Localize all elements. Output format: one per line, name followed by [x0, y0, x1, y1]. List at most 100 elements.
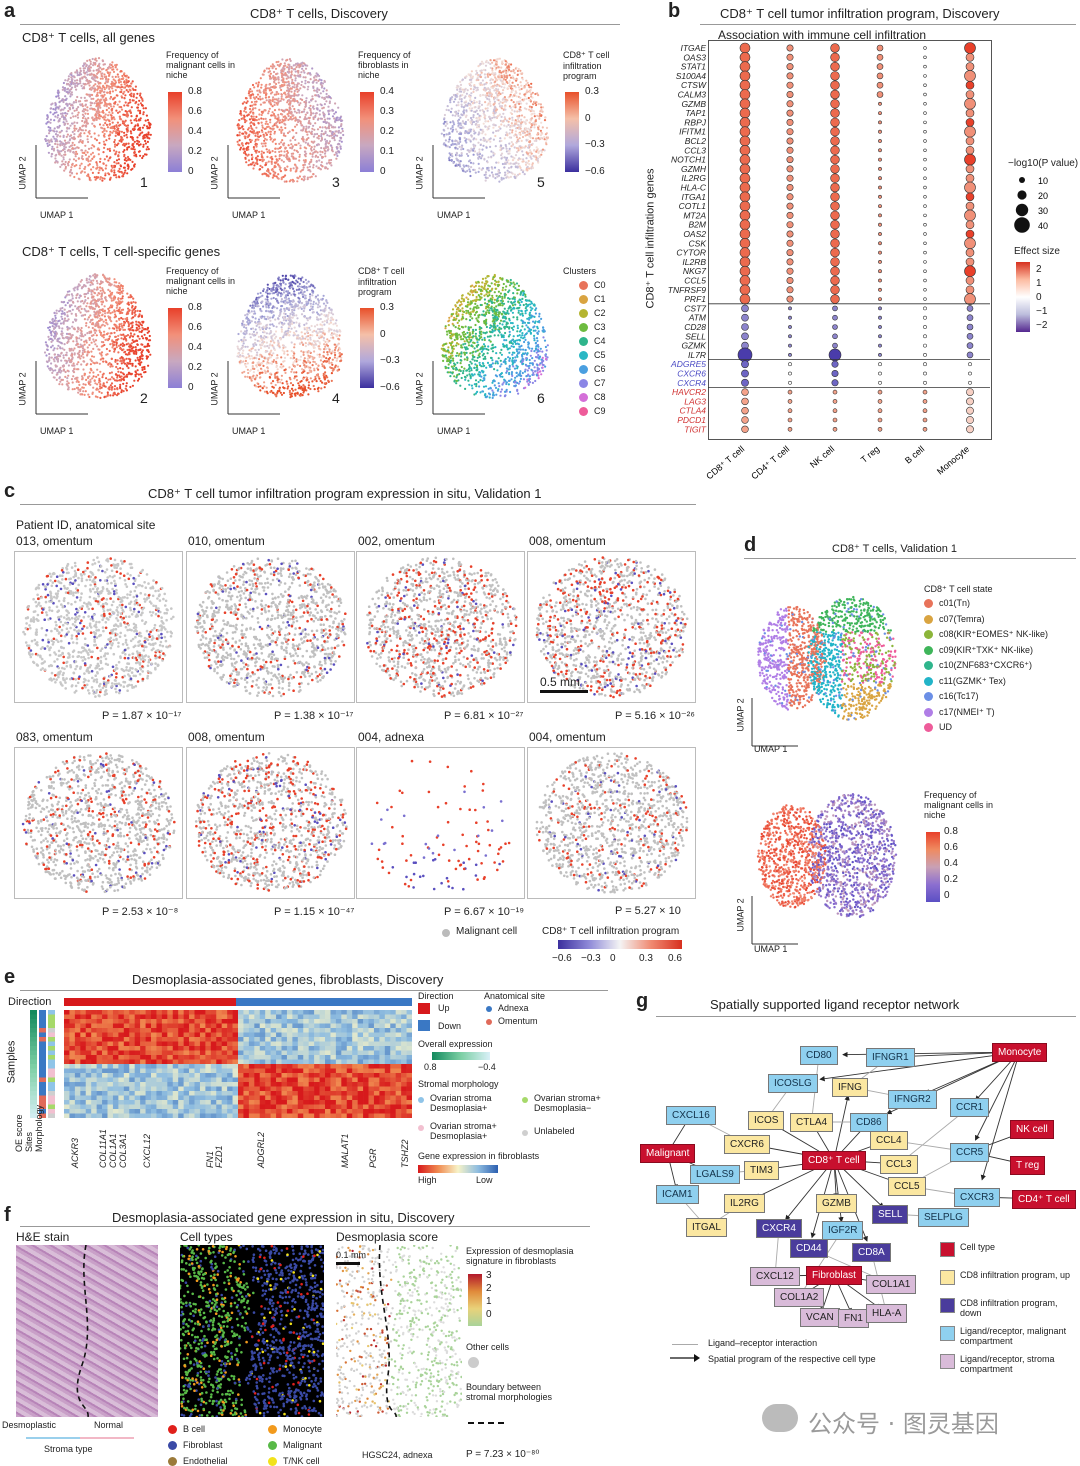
dot [923, 176, 927, 180]
dot [786, 258, 794, 266]
dot [787, 399, 793, 404]
dot [964, 42, 976, 54]
cluster-name: C5 [594, 350, 606, 360]
dot [878, 139, 882, 143]
heatmap-gene-label: COL1A1 [108, 1133, 118, 1168]
gene-label: CYTOR [676, 248, 706, 258]
umap-panel-number: 6 [537, 390, 545, 406]
colorbar-tick: 0 [380, 166, 386, 177]
morphology-label: Unlabeled [534, 1126, 618, 1136]
celltype-legend-item: Endothelial [168, 1456, 228, 1466]
dot [786, 44, 794, 52]
dot [739, 265, 751, 277]
dot [788, 334, 792, 339]
cluster-dot [579, 379, 588, 389]
colorbar-tick: 0.6 [188, 322, 202, 333]
gene-label: GZMB [681, 99, 706, 109]
cluster-name: C7 [594, 378, 606, 388]
dot [832, 399, 838, 404]
cluster-name: C6 [594, 364, 606, 374]
dot [788, 325, 792, 329]
expr-tick: 3 [486, 1270, 492, 1281]
gene-label: ITGAE [680, 43, 706, 53]
size-legend-label: 40 [1038, 221, 1048, 231]
node-itgal: ITGAL [686, 1218, 727, 1237]
umap-panel-number: 1 [140, 174, 148, 190]
dot [878, 306, 882, 311]
gene-label: COTL1 [679, 201, 707, 211]
dot [741, 416, 749, 424]
cluster-legend-item: C4 [579, 336, 606, 347]
he-title: H&E stain [16, 1230, 69, 1244]
dot [739, 293, 751, 305]
state-dot [924, 707, 933, 717]
dot [923, 157, 927, 162]
dot [966, 416, 974, 424]
core-pvalue: P = 5.16 × 10⁻²⁶ [615, 709, 695, 722]
celltype-name: Endothelial [183, 1456, 228, 1466]
state-dot [924, 614, 933, 624]
celltype-legend-item: Monocyte [268, 1424, 322, 1435]
tissue-core [186, 747, 355, 899]
panel-a-title: CD8⁺ T cells, Discovery [250, 6, 388, 22]
heatmap-gene-label: COL3A1 [118, 1133, 128, 1168]
dot [923, 223, 927, 227]
dot [968, 371, 972, 376]
size-legend: 10 20 30 40 [1014, 176, 1048, 233]
dot [965, 192, 975, 202]
cluster-legend-item: C6 [579, 364, 606, 375]
f-sample: HGSC24, adnexa [362, 1450, 433, 1460]
panel-d-title: CD8⁺ T cells, Validation 1 [832, 542, 957, 555]
dot [922, 426, 928, 432]
umap-x-label: UMAP 1 [40, 426, 73, 436]
tissue-core [186, 551, 355, 703]
freq-tick: 0.2 [944, 874, 958, 885]
dot [741, 360, 749, 369]
heatmap-gene-label: COL11A1 [98, 1129, 108, 1168]
celltype-legend-item: Malignant [268, 1440, 322, 1451]
gene-label: NOTCH1 [671, 155, 706, 165]
overall-tick: −0.4 [478, 1062, 496, 1072]
dot [741, 323, 749, 331]
effect-colorbar [1016, 262, 1030, 332]
colorbar-tick: 0 [585, 113, 591, 124]
dot [923, 102, 927, 106]
dot [832, 342, 838, 349]
f-scalebar-label: 0.1 mm [336, 1250, 366, 1260]
dot [968, 380, 972, 385]
dot [877, 426, 883, 432]
column-label: T reg [859, 444, 881, 465]
dot [966, 323, 974, 331]
cluster-legend-item: C1 [579, 294, 606, 305]
other-cells: Other cells [466, 1342, 509, 1352]
dot [739, 200, 751, 212]
dot [922, 408, 928, 414]
dot [786, 146, 794, 154]
dot [876, 72, 884, 80]
dot [878, 176, 882, 181]
dot [828, 348, 842, 362]
cluster-legend-item: C9 [579, 406, 606, 417]
size-legend-dot [1014, 217, 1030, 233]
dot [832, 417, 838, 423]
core-name: 083, omentum [16, 730, 93, 744]
dot [966, 342, 974, 349]
celltypes-title: Cell types [180, 1230, 233, 1244]
dot [964, 70, 976, 82]
dot [830, 210, 840, 221]
dot [878, 278, 882, 283]
legend-swatch [940, 1242, 955, 1257]
dot [786, 118, 794, 126]
dot [832, 408, 838, 414]
dot [786, 202, 794, 210]
dot [878, 148, 882, 153]
umap-plot [35, 273, 152, 415]
panel-c-title: CD8⁺ T cell tumor infiltration program e… [148, 486, 541, 502]
panel-c-scalebar-label: 0.5 mm [540, 675, 580, 689]
dot [786, 211, 794, 219]
program-colorbar [558, 940, 682, 949]
dot [876, 53, 884, 61]
effect-tick: 2 [1036, 264, 1042, 275]
down-swatch [418, 1020, 430, 1031]
dot [878, 334, 882, 339]
